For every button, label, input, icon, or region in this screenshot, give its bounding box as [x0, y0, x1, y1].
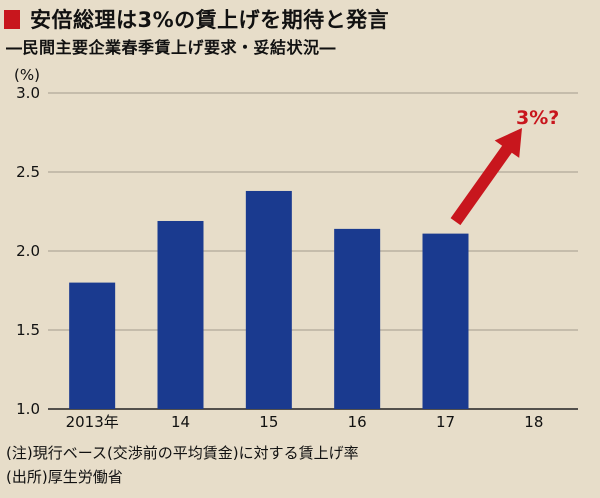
chart-title: 安倍総理は3%の賃上げを期待と発言 — [30, 8, 390, 32]
bar — [157, 220, 204, 409]
x-tick-label: 15 — [259, 413, 278, 431]
bar — [69, 282, 116, 409]
y-tick-label: 1.5 — [16, 321, 40, 339]
annotation: 3%? — [450, 107, 559, 226]
note-source: (出所)厚生労働省 — [6, 468, 123, 486]
y-tick-label: 1.0 — [16, 400, 40, 418]
x-tick-label: 16 — [348, 413, 367, 431]
x-tick-label: 17 — [436, 413, 455, 431]
chart-subtitle: ―民間主要企業春季賃上げ要求・妥結状況― — [6, 38, 337, 57]
x-tick-label: 18 — [524, 413, 543, 431]
bar — [334, 228, 381, 409]
bar — [422, 233, 469, 409]
y-axis-unit: (%) — [14, 66, 40, 84]
y-tick-labels: 1.0 1.5 2.0 2.5 3.0 — [16, 84, 40, 418]
annotation-label: 3%? — [516, 107, 559, 129]
bar — [245, 190, 292, 409]
y-tick-label: 3.0 — [16, 84, 40, 102]
note-definition: (注)現行ベース(交渉前の平均賃金)に対する賃上げ率 — [6, 444, 359, 462]
x-tick-labels: 2013年 14 15 16 17 18 — [66, 413, 544, 431]
title-row: 安倍総理は3%の賃上げを期待と発言 — [0, 6, 389, 32]
notes: (注)現行ベース(交渉前の平均賃金)に対する賃上げ率 (出所)厚生労働省 — [6, 441, 359, 489]
y-tick-label: 2.5 — [16, 163, 40, 181]
bars — [69, 190, 469, 409]
trend-arrow — [450, 128, 522, 226]
y-tick-label: 2.0 — [16, 242, 40, 260]
x-tick-label: 14 — [171, 413, 190, 431]
title-marker — [4, 9, 20, 29]
x-tick-label: 2013年 — [66, 413, 119, 431]
